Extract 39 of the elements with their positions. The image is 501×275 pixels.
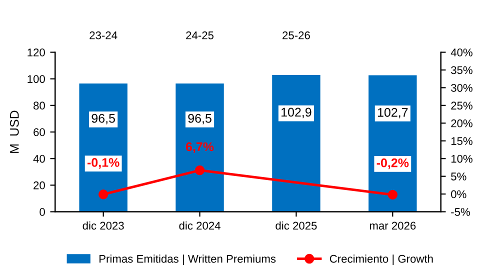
- point: [194, 165, 205, 176]
- y2-tick-label: -5%: [451, 208, 470, 216]
- y-tick-label: 120: [28, 48, 45, 56]
- data-label: -0,2%: [376, 158, 409, 170]
- y2-tick-label: 20%: [451, 119, 472, 128]
- y2-tick-label: 35%: [451, 66, 472, 74]
- x-tick-label: dic 2025: [276, 221, 317, 230]
- y2-tick-label: 40%: [450, 48, 472, 56]
- y2-tick-label: 10%: [451, 154, 472, 163]
- data-label: 102,9: [282, 108, 312, 118]
- text: 25-26: [282, 31, 310, 40]
- text: 23-24: [90, 31, 118, 40]
- y-tick-label: 60: [34, 128, 45, 136]
- y-tick-label: 20: [34, 181, 45, 190]
- data-label: 102,7: [378, 108, 408, 118]
- y-tick-label: 100: [28, 75, 45, 83]
- y-tick-label: 0: [40, 208, 45, 216]
- bar: [272, 74, 320, 212]
- y2-tick-label: 5%: [451, 172, 466, 180]
- text: 24-25: [186, 31, 214, 40]
- y2-tick-label: 15%: [451, 137, 472, 145]
- data-label: 6,7%: [186, 142, 214, 153]
- x-tick-label: dic 2024: [179, 221, 220, 230]
- point: [388, 190, 398, 200]
- y-axis-title: M USD: [10, 110, 19, 153]
- data-label: 96,5: [188, 114, 212, 124]
- point: [98, 190, 108, 200]
- y2-tick-label: 25%: [451, 102, 472, 110]
- legend-label: Crecimiento | Growth: [330, 254, 433, 265]
- data-label: -0,1%: [87, 158, 120, 169]
- legend-label: Primas Emitidas | Written Premiums: [100, 254, 276, 265]
- bar: [176, 83, 224, 212]
- data-label: 96,5: [92, 114, 115, 124]
- x-tick-label: mar 2026: [370, 222, 416, 230]
- y2-tick-label: 30%: [451, 84, 472, 92]
- y2-tick-label: 0%: [451, 190, 466, 198]
- x-tick-label: dic 2023: [82, 221, 124, 230]
- y-tick-label: 40: [33, 154, 45, 163]
- y-tick-label: 80: [34, 102, 45, 110]
